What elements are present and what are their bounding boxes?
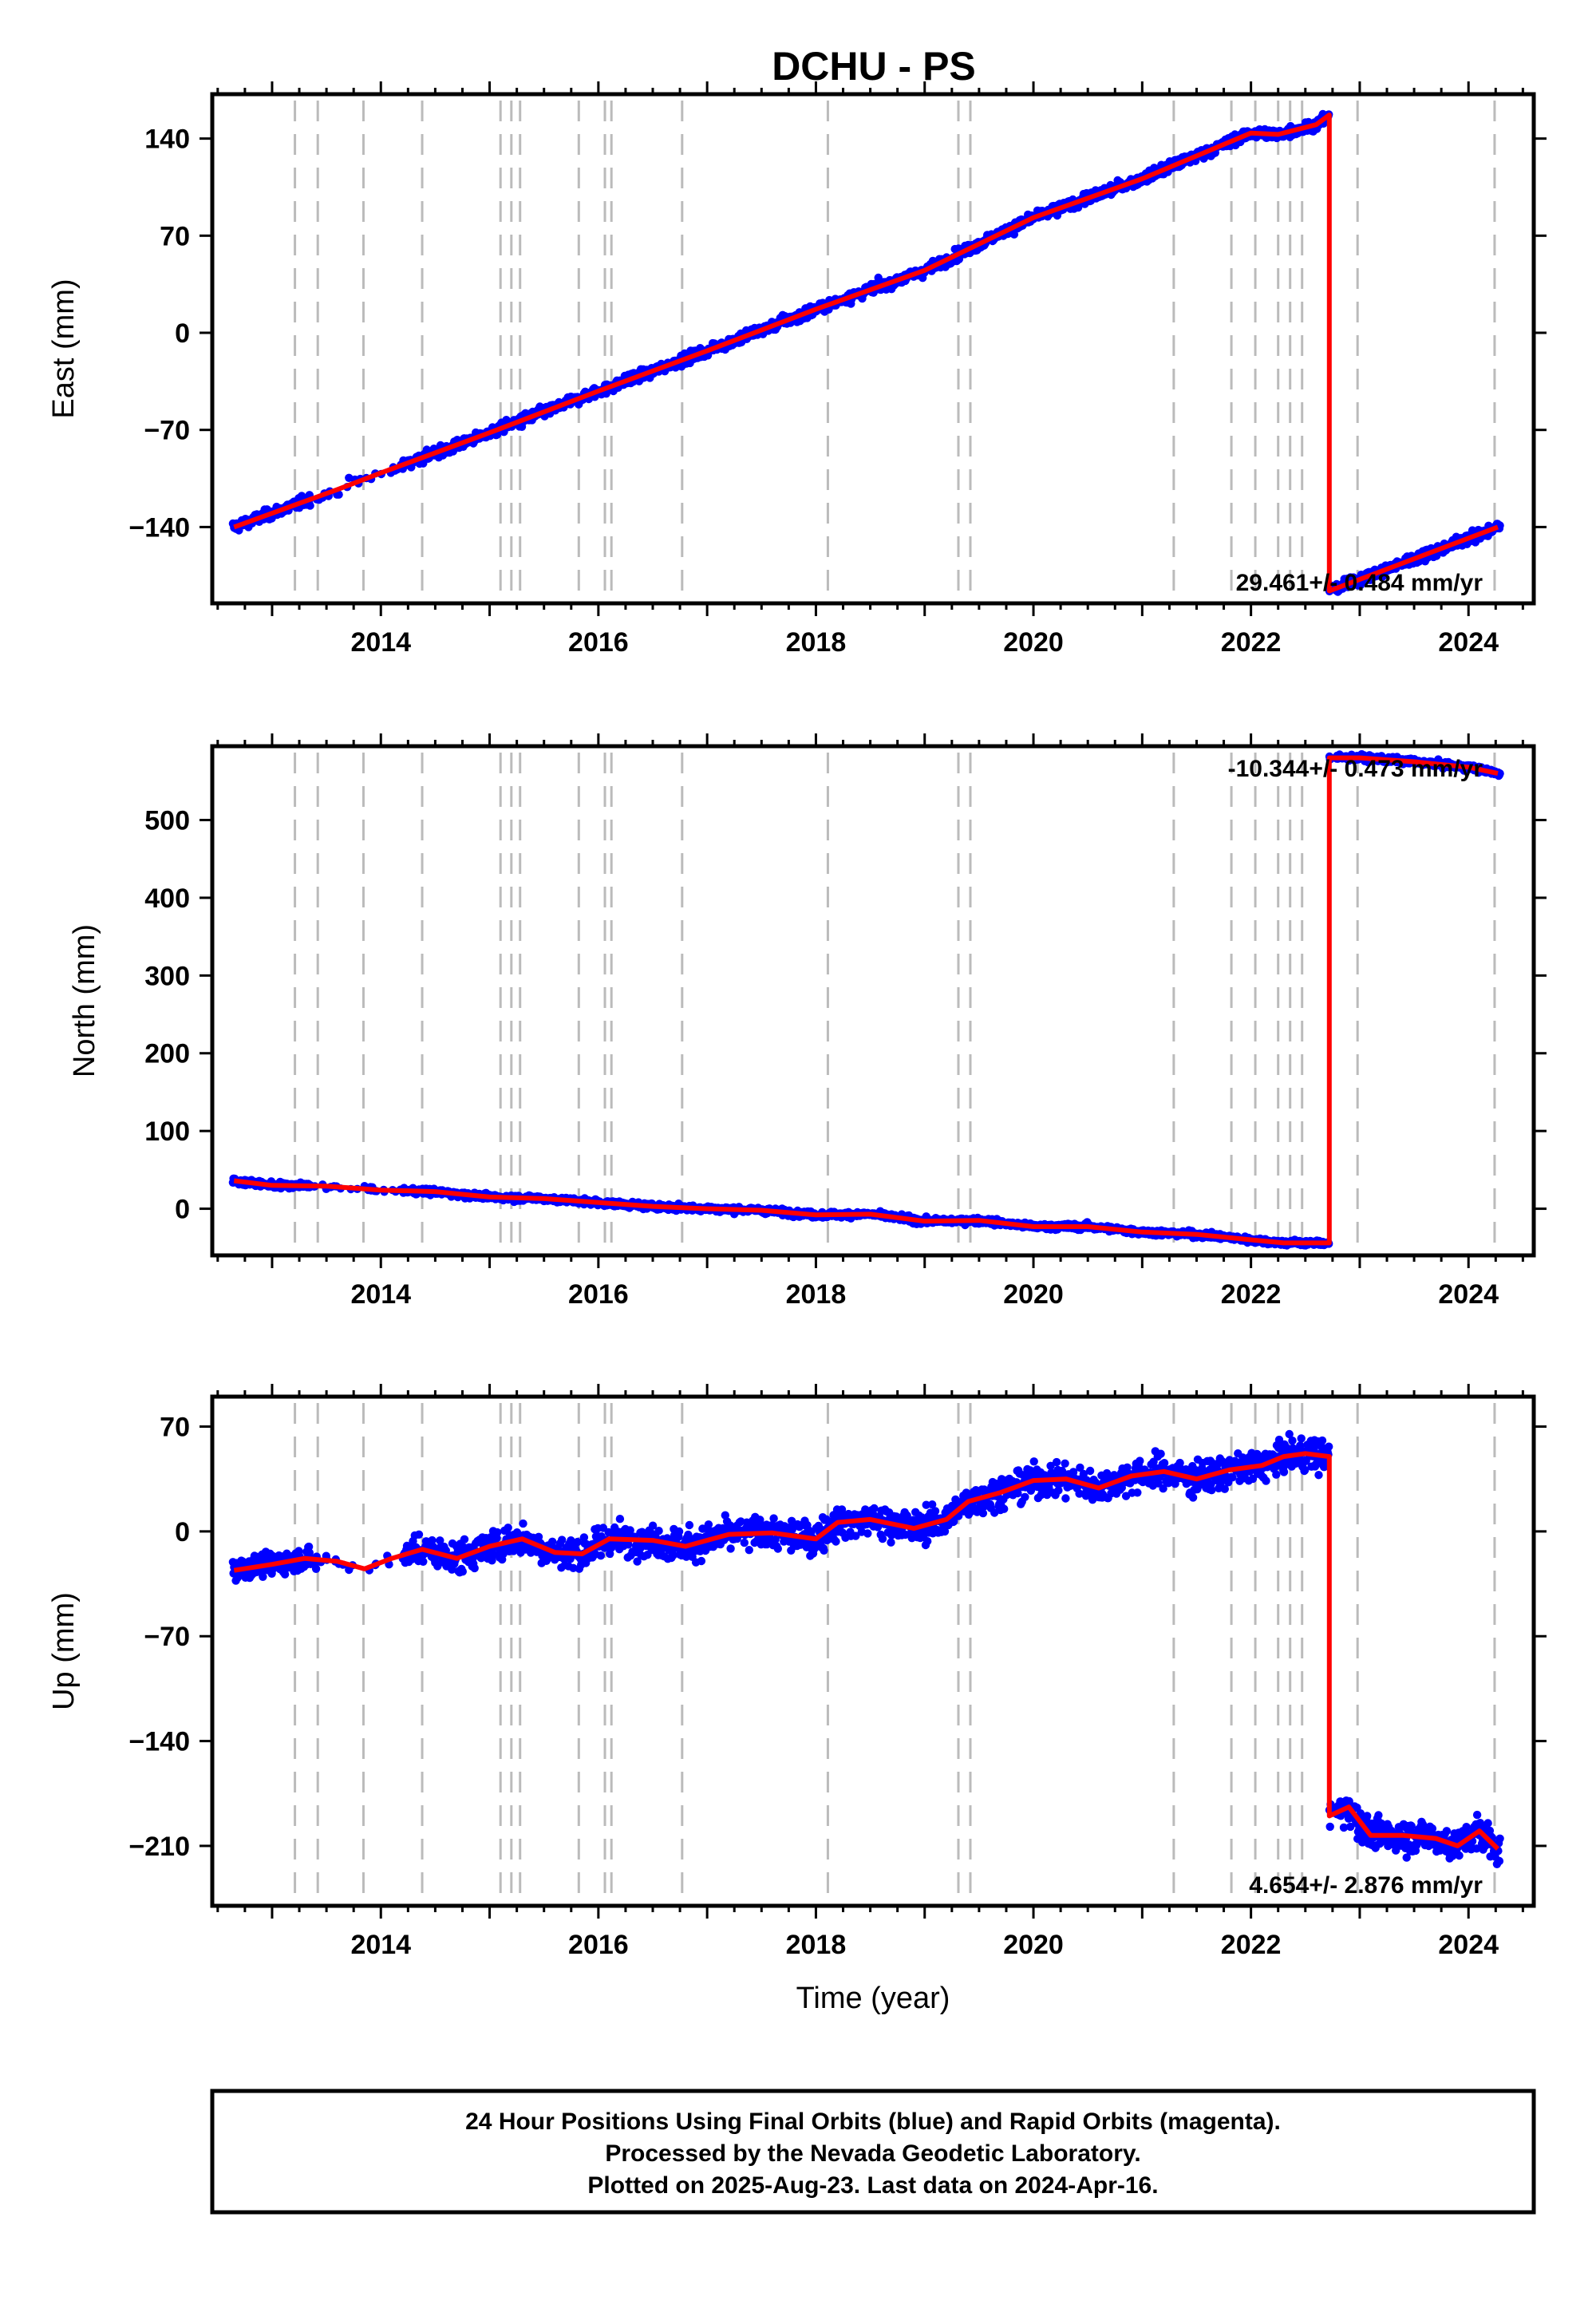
chart-title: DCHU - PS [772,44,976,89]
panel-north: 2014 2016 2018 2020 2022 2024 0 100 200 300 400 500… [68,733,1547,1310]
x-tick-label: 2014 [350,627,411,658]
plot-frame [210,92,1536,606]
model-line [233,755,1499,1246]
plot-frame [210,744,1536,1258]
panels-group: 2014 2016 2018 2020 2022 2024 −140 −70 0 70 140 Eas… [47,81,1547,2015]
data-point [519,1519,527,1528]
data-point [726,1544,735,1553]
data-point [654,1527,663,1535]
x-tick-label: 2022 [1221,1279,1282,1310]
x-tick-label: 2024 [1438,1279,1499,1310]
x-tick-label: 2020 [1003,1279,1064,1310]
data-point [311,1564,321,1574]
x-tick-label: 2022 [1221,627,1282,658]
y-axis-label: East (mm) [47,279,81,418]
y-tick-label: 400 [144,883,190,914]
data-point [558,1535,567,1544]
data-point [458,1567,467,1576]
y-axis-label: North (mm) [68,924,101,1077]
y-tick-label: 300 [144,961,190,991]
y-tick-label: 0 [175,318,190,349]
data-point [504,1524,512,1532]
data-point [419,1557,428,1567]
rate-label: -10.344+/- 0.473 mm/yr [1228,756,1483,782]
data-point [470,1563,479,1573]
x-tick-label: 2016 [568,1279,629,1310]
data-point [414,1530,424,1539]
x-tick-label: 2024 [1438,627,1499,658]
y-tick-label: 200 [144,1039,190,1069]
y-tick-label: −70 [144,416,190,446]
data-point [596,1551,606,1560]
x-tick-label: 2018 [786,1279,847,1310]
data-point [685,1520,694,1530]
y-tick-label: 0 [175,1195,190,1225]
data-point [460,1535,469,1544]
y-tick-label: 500 [144,806,190,836]
x-tick-label: 2020 [1003,627,1064,658]
y-tick-label: 70 [160,221,190,251]
x-tick-label: 2016 [568,627,629,658]
data-point [615,1515,625,1524]
data-points [228,749,1504,1250]
data-point [1009,230,1019,239]
panel-up: 2014 2016 2018 2020 2022 2024−210−140−70070Up… [47,1384,1547,2015]
data-points [228,109,1504,596]
data-point [674,1527,684,1536]
rate-label: 29.461+/- 0.484 mm/yr [1236,570,1483,596]
y-tick-label: 140 [144,124,190,155]
y-tick-label: 100 [144,1117,190,1147]
x-tick-label: 2018 [786,627,847,658]
data-points [228,1429,1504,1868]
data-point [697,1556,706,1566]
data-point [493,1528,502,1537]
model-line [233,113,1499,594]
x-tick-label: 2014 [350,1279,411,1310]
y-tick-label: −140 [128,512,190,543]
data-point [334,490,343,499]
panel-east: 2014 2016 2018 2020 2022 2024 −140 −70 0 70 140 Eas… [47,81,1547,658]
data-point [306,501,314,510]
